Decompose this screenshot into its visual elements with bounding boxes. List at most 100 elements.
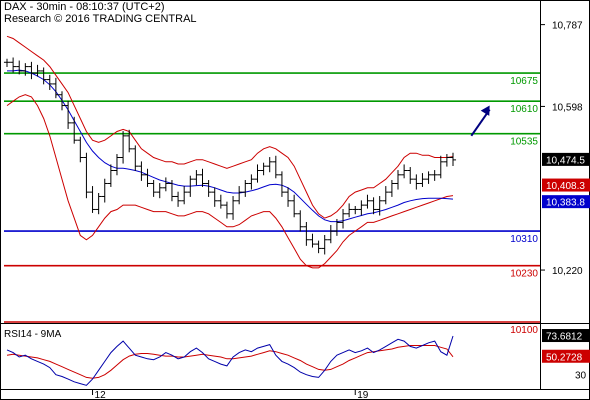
price-bar	[327, 225, 334, 244]
rsi-tag-red	[542, 349, 590, 363]
price-bar	[352, 205, 359, 215]
price-bar	[175, 191, 182, 207]
price-bar	[315, 240, 322, 254]
chart-copyright: Research © 2016 TRADING CENTRAL	[4, 13, 197, 25]
chart-title: DAX - 30min - 08:10:37 (UTC+2)	[4, 1, 165, 13]
time-tick-label-19: 19	[357, 390, 369, 400]
price-bar	[242, 180, 249, 197]
price-bar	[58, 91, 66, 111]
price-bar	[401, 164, 408, 179]
price-bar	[370, 197, 377, 215]
price-bar	[260, 162, 267, 176]
price-bar	[284, 187, 292, 207]
price-tag-label-dark: 10,474.5	[546, 155, 585, 166]
price-bar	[291, 194, 298, 218]
price-tick-label-10787: 10,787	[552, 21, 583, 32]
price-bar	[89, 186, 96, 213]
rsi-ma-line	[6, 345, 454, 379]
price-bar	[113, 154, 121, 176]
price-bar	[254, 164, 261, 183]
price-bar	[71, 116, 78, 144]
price-bar	[358, 200, 365, 216]
price-bar	[34, 64, 41, 77]
price-bar	[150, 180, 157, 197]
price-bar	[376, 196, 383, 216]
rsi-tag-dark	[542, 329, 590, 343]
price-bar	[431, 170, 438, 181]
price-bar	[236, 186, 243, 205]
rsi-tick-label-30: 30	[575, 371, 587, 382]
price-bar	[364, 194, 371, 209]
price-bar	[126, 129, 133, 153]
rsi-line	[6, 335, 454, 386]
level-label-10230: 10230	[510, 269, 538, 280]
price-bar	[309, 233, 316, 248]
price-bar	[346, 203, 353, 218]
price-bar	[22, 63, 29, 76]
price-tag-blue	[542, 195, 590, 209]
price-bar	[339, 209, 347, 229]
price-bar	[211, 187, 218, 207]
level-label-10535: 10535	[510, 137, 538, 148]
price-bar	[394, 170, 402, 190]
price-tick-label-10598: 10,598	[552, 102, 583, 113]
price-bar	[95, 193, 102, 215]
price-tag-label-red: 10,408.3	[546, 181, 585, 192]
price-bar	[120, 131, 127, 164]
price-bar	[449, 152, 457, 166]
price-bar	[382, 186, 389, 205]
price-tag-label-blue: 10,383.8	[546, 198, 585, 209]
price-bar	[83, 152, 90, 199]
bollinger-upper-line	[6, 35, 454, 219]
price-bar	[101, 178, 108, 203]
price-bar	[425, 171, 432, 184]
price-bar	[52, 77, 59, 99]
rsi-title: RSI14 - 9MA	[4, 329, 62, 340]
level-label-10675: 10675	[510, 76, 538, 87]
price-bar	[333, 218, 340, 236]
price-bar	[297, 210, 304, 232]
level-label-10100: 10100	[510, 325, 538, 336]
rsi-tag-label-dark: 73.6812	[546, 332, 583, 343]
price-bar	[181, 186, 188, 205]
price-bar	[132, 145, 139, 171]
rsi-tag-label-red: 50.2728	[546, 352, 583, 363]
price-bar	[107, 164, 114, 187]
level-label-10610: 10610	[510, 104, 538, 115]
price-bar	[3, 58, 11, 68]
price-bar	[40, 67, 47, 85]
price-bar	[407, 167, 414, 184]
moving-average-line	[7, 69, 454, 223]
price-bar	[144, 168, 151, 187]
price-bar	[413, 174, 420, 190]
forecast-arrow-head	[480, 105, 490, 116]
price-bar	[28, 61, 35, 80]
price-bar	[205, 180, 212, 197]
price-bar	[16, 60, 23, 75]
price-bar	[248, 174, 255, 190]
price-bar	[278, 171, 285, 197]
price-bar	[437, 155, 444, 179]
price-tag-red	[542, 178, 590, 192]
price-bar	[187, 175, 194, 197]
price-bar	[321, 234, 328, 255]
price-bar	[77, 136, 84, 163]
price-bar	[138, 161, 145, 181]
price-bar	[303, 222, 310, 246]
price-bar	[443, 154, 450, 167]
time-tick-label-12: 12	[95, 390, 107, 400]
level-label-10310: 10310	[510, 234, 538, 245]
price-bar	[266, 157, 273, 173]
price-bar	[193, 170, 200, 186]
bollinger-lower-line	[6, 94, 454, 269]
price-bar	[199, 168, 206, 187]
price-bar	[162, 177, 169, 192]
price-bar	[223, 201, 230, 219]
price-bar	[230, 196, 237, 220]
price-bar	[217, 194, 224, 209]
price-bar	[46, 74, 53, 90]
price-bar	[272, 155, 279, 179]
